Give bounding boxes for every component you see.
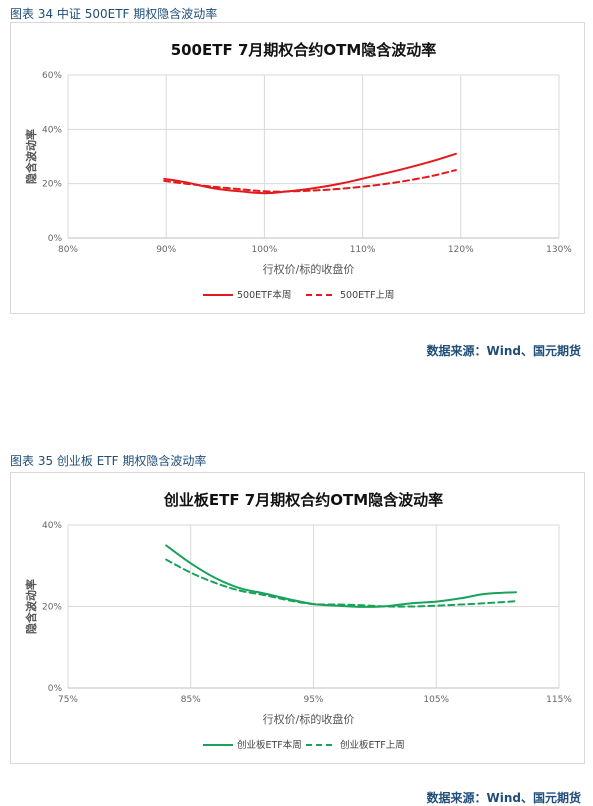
figure-caption-2: 图表 35 创业板 ETF 期权隐含波动率: [10, 454, 207, 468]
y-tick-label: 0%: [48, 234, 63, 244]
y-tick-label: 60%: [42, 71, 62, 81]
y-axis-label: 隐含波动率: [24, 579, 38, 634]
series-line-1: [163, 152, 457, 195]
chart-panel-1: 500ETF 7月期权合约OTM隐含波动率 0% 20% 40% 60% 80% 90% 10…: [10, 22, 585, 314]
series-line-1: [165, 544, 517, 608]
y-tick-label: 0%: [48, 684, 63, 694]
legend-label-1: 创业板ETF本周: [237, 739, 302, 751]
legend-label-2: 创业板ETF上周: [340, 739, 405, 751]
x-axis-label: 行权价/标的收盘价: [263, 712, 355, 726]
y-tick-label: 40%: [42, 521, 62, 531]
x-tick-label: 105%: [423, 695, 449, 705]
y-tick-label: 20%: [42, 603, 62, 613]
chart-panel-2: 创业板ETF 7月期权合约OTM隐含波动率 0% 20% 40% 75% 85% 95% 10…: [10, 472, 585, 764]
x-tick-label: 80%: [58, 245, 78, 255]
x-tick-label: 90%: [156, 245, 176, 255]
x-tick-label: 110%: [350, 245, 376, 255]
legend-label-1: 500ETF本周: [237, 289, 291, 301]
chart-title: 500ETF 7月期权合约OTM隐含波动率: [171, 41, 437, 59]
source-note-1: 数据来源：Wind、国元期货: [426, 344, 581, 358]
source-note-2: 数据来源：Wind、国元期货: [426, 791, 581, 805]
figure-caption-1: 图表 34 中证 500ETF 期权隐含波动率: [10, 7, 218, 21]
x-tick-label: 130%: [546, 245, 572, 255]
series-line-2: [163, 169, 457, 193]
x-tick-label: 75%: [58, 695, 78, 705]
x-axis-label: 行权价/标的收盘价: [263, 262, 355, 276]
chart-chinext-etf: 创业板ETF 7月期权合约OTM隐含波动率 0% 20% 40% 75% 85% 95% 10…: [24, 491, 572, 751]
x-tick-label: 115%: [546, 695, 572, 705]
series-line-2: [165, 558, 517, 608]
y-axis-label: 隐含波动率: [24, 129, 38, 184]
chart-title: 创业板ETF 7月期权合约OTM隐含波动率: [163, 491, 443, 509]
x-tick-label: 85%: [181, 695, 201, 705]
x-tick-label: 120%: [448, 245, 474, 255]
legend-label-2: 500ETF上周: [340, 290, 394, 301]
chart-500etf: 500ETF 7月期权合约OTM隐含波动率 0% 20% 40% 60% 80% 90% 10…: [24, 41, 572, 301]
x-tick-label: 100%: [252, 245, 278, 255]
x-tick-label: 95%: [303, 695, 323, 705]
y-tick-label: 40%: [42, 125, 62, 135]
y-tick-label: 20%: [42, 180, 62, 190]
